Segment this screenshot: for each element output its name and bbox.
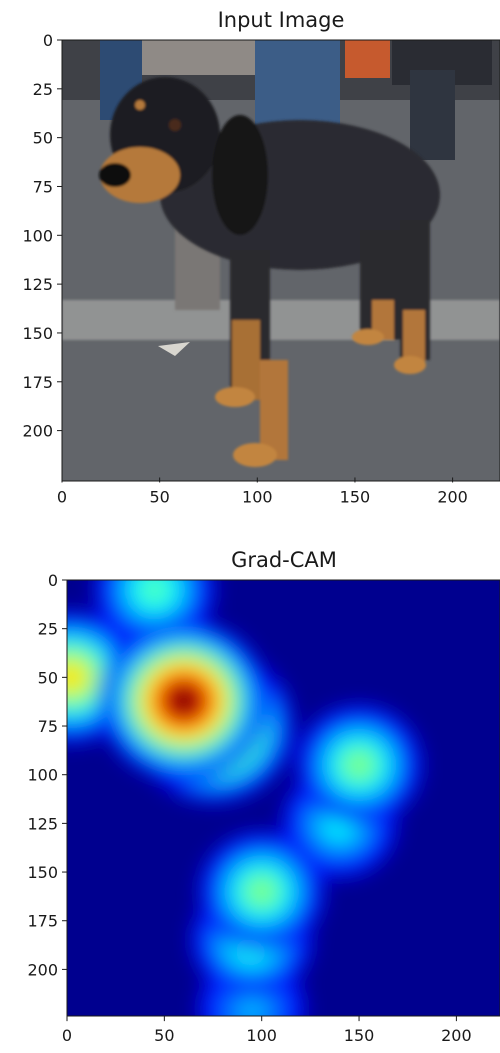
y-tick-label: 100: [22, 226, 53, 245]
y-tick-label: 100: [27, 766, 58, 785]
y-tick-label: 200: [27, 960, 58, 979]
y-tick-label: 200: [22, 422, 53, 441]
heatmap-hotspot: [141, 580, 168, 603]
panel2-frame: [66, 579, 500, 1017]
panel1-frame: [61, 39, 500, 482]
x-tick-label: 50: [149, 487, 169, 506]
y-tick-label: 125: [22, 275, 53, 294]
x-tick-label: 100: [242, 487, 273, 506]
x-tick-label: 0: [57, 487, 67, 506]
panel1-title: Input Image: [218, 8, 345, 32]
heatmap-hotspot: [248, 878, 276, 905]
x-tick-label: 200: [437, 487, 468, 506]
gradcam-heatmap: [67, 580, 500, 1016]
heatmap-hotspot: [165, 683, 202, 718]
x-tick-label: 150: [340, 487, 371, 506]
heatmap-hotspot: [240, 997, 264, 1016]
panel2-title: Grad-CAM: [231, 548, 337, 572]
panel1-axes: 0 25 50 75 100 125 150 175 200 0 50 100 150 200: [22, 31, 467, 506]
x-tick-label: 150: [344, 1026, 375, 1045]
y-tick-label: 0: [48, 571, 58, 590]
heatmap-hotspot: [67, 663, 86, 692]
y-tick-label: 175: [27, 912, 58, 931]
y-tick-label: 125: [27, 814, 58, 833]
x-tick-label: 200: [441, 1026, 472, 1045]
y-tick-label: 25: [38, 620, 58, 639]
y-tick-label: 150: [22, 324, 53, 343]
x-tick-label: 50: [154, 1026, 174, 1045]
y-tick-label: 75: [33, 177, 53, 196]
y-tick-label: 150: [27, 863, 58, 882]
y-tick-label: 0: [43, 31, 53, 50]
x-tick-label: 100: [246, 1026, 277, 1045]
y-tick-label: 50: [38, 668, 58, 687]
y-tick-label: 50: [33, 129, 53, 148]
y-tick-label: 75: [38, 717, 58, 736]
y-tick-label: 175: [22, 373, 53, 392]
x-tick-label: 0: [62, 1026, 72, 1045]
input-image: [62, 40, 500, 481]
panel2-axes: 0 25 50 75 100 125 150 175 200 0 50 100 150 200: [27, 571, 471, 1045]
heatmap-hotspot: [345, 752, 373, 778]
y-tick-label: 25: [33, 80, 53, 99]
